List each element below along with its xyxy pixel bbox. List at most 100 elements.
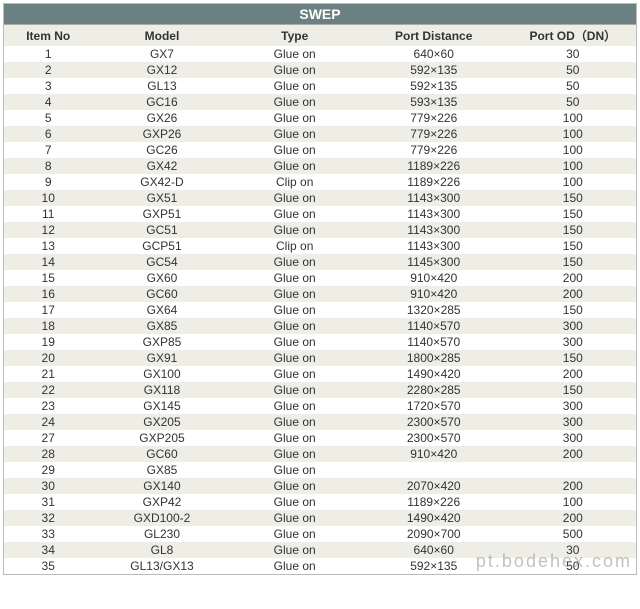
table-row: 32GXD100-2Glue on1490×420200	[4, 510, 636, 526]
cell-item-no: 10	[4, 190, 92, 206]
cell-item-no: 32	[4, 510, 92, 526]
cell-type: Glue on	[232, 558, 358, 574]
cell-item-no: 14	[4, 254, 92, 270]
cell-port-od: 200	[510, 446, 636, 462]
cell-model: GXP51	[92, 206, 231, 222]
cell-port-od: 100	[510, 142, 636, 158]
table-row: 21GX100Glue on1490×420200	[4, 366, 636, 382]
cell-item-no: 16	[4, 286, 92, 302]
cell-item-no: 6	[4, 126, 92, 142]
cell-port-distance: 1800×285	[358, 350, 510, 366]
cell-item-no: 9	[4, 174, 92, 190]
cell-port-od: 150	[510, 190, 636, 206]
cell-type: Glue on	[232, 286, 358, 302]
cell-item-no: 13	[4, 238, 92, 254]
cell-port-od: 100	[510, 110, 636, 126]
cell-model: GL230	[92, 526, 231, 542]
cell-item-no: 24	[4, 414, 92, 430]
cell-port-od: 100	[510, 174, 636, 190]
table-row: 8GX42Glue on1189×226100	[4, 158, 636, 174]
table-row: 34GL8Glue on640×6030	[4, 542, 636, 558]
cell-item-no: 35	[4, 558, 92, 574]
cell-port-distance: 1490×420	[358, 366, 510, 382]
cell-port-distance: 1143×300	[358, 222, 510, 238]
table-row: 10GX51Glue on1143×300150	[4, 190, 636, 206]
cell-item-no: 29	[4, 462, 92, 478]
cell-port-od: 50	[510, 62, 636, 78]
cell-port-od: 150	[510, 206, 636, 222]
table-row: 17GX64Glue on1320×285150	[4, 302, 636, 318]
table-row: 1GX7Glue on640×6030	[4, 46, 636, 62]
cell-model: GX205	[92, 414, 231, 430]
table-row: 19GXP85Glue on1140×570300	[4, 334, 636, 350]
cell-port-distance: 2300×570	[358, 430, 510, 446]
table-row: 28GC60Glue on910×420200	[4, 446, 636, 462]
table-row: 6GXP26Glue on779×226100	[4, 126, 636, 142]
cell-type: Glue on	[232, 46, 358, 62]
cell-type: Glue on	[232, 382, 358, 398]
cell-port-od: 200	[510, 270, 636, 286]
cell-type: Glue on	[232, 510, 358, 526]
table-row: 31GXP42Glue on1189×226100	[4, 494, 636, 510]
cell-type: Glue on	[232, 254, 358, 270]
cell-item-no: 30	[4, 478, 92, 494]
cell-port-od: 300	[510, 414, 636, 430]
cell-port-distance: 2090×700	[358, 526, 510, 542]
table-row: 3GL13Glue on592×13550	[4, 78, 636, 94]
cell-model: GX85	[92, 462, 231, 478]
cell-type: Glue on	[232, 414, 358, 430]
cell-model: GX85	[92, 318, 231, 334]
table-row: 35GL13/GX13Glue on592×13550	[4, 558, 636, 574]
cell-model: GX60	[92, 270, 231, 286]
cell-port-distance: 1143×300	[358, 206, 510, 222]
cell-item-no: 17	[4, 302, 92, 318]
cell-port-distance	[358, 462, 510, 478]
cell-model: GC60	[92, 446, 231, 462]
cell-type: Glue on	[232, 142, 358, 158]
cell-type: Clip on	[232, 238, 358, 254]
cell-model: GX12	[92, 62, 231, 78]
cell-type: Glue on	[232, 478, 358, 494]
table-row: 4GC16Glue on593×13550	[4, 94, 636, 110]
cell-type: Glue on	[232, 398, 358, 414]
cell-model: GC51	[92, 222, 231, 238]
cell-type: Glue on	[232, 318, 358, 334]
table-row: 29GX85Glue on	[4, 462, 636, 478]
cell-model: GX7	[92, 46, 231, 62]
cell-model: GX91	[92, 350, 231, 366]
swep-table: Item No Model Type Port Distance Port OD…	[4, 25, 636, 574]
col-header-item-no: Item No	[4, 25, 92, 46]
col-header-port-od: Port OD（DN）	[510, 25, 636, 46]
cell-item-no: 5	[4, 110, 92, 126]
cell-item-no: 28	[4, 446, 92, 462]
cell-port-od: 150	[510, 222, 636, 238]
cell-item-no: 15	[4, 270, 92, 286]
table-row: 30GX140Glue on2070×420200	[4, 478, 636, 494]
cell-item-no: 20	[4, 350, 92, 366]
cell-model: GL13	[92, 78, 231, 94]
cell-type: Glue on	[232, 526, 358, 542]
cell-port-distance: 1320×285	[358, 302, 510, 318]
cell-port-od: 300	[510, 334, 636, 350]
cell-type: Glue on	[232, 110, 358, 126]
cell-item-no: 34	[4, 542, 92, 558]
table-row: 20GX91Glue on1800×285150	[4, 350, 636, 366]
cell-port-distance: 1490×420	[358, 510, 510, 526]
cell-port-od: 150	[510, 254, 636, 270]
cell-port-od: 150	[510, 350, 636, 366]
cell-port-distance: 1189×226	[358, 494, 510, 510]
cell-port-od: 150	[510, 382, 636, 398]
cell-port-distance: 592×135	[358, 62, 510, 78]
cell-port-distance: 779×226	[358, 110, 510, 126]
cell-port-od: 30	[510, 46, 636, 62]
cell-port-od: 300	[510, 318, 636, 334]
cell-model: GX145	[92, 398, 231, 414]
cell-model: GXP205	[92, 430, 231, 446]
cell-type: Glue on	[232, 334, 358, 350]
cell-port-distance: 640×60	[358, 542, 510, 558]
cell-type: Glue on	[232, 78, 358, 94]
table-row: 14GC54Glue on1145×300150	[4, 254, 636, 270]
cell-port-distance: 1143×300	[358, 238, 510, 254]
cell-port-od: 30	[510, 542, 636, 558]
cell-model: GX42	[92, 158, 231, 174]
